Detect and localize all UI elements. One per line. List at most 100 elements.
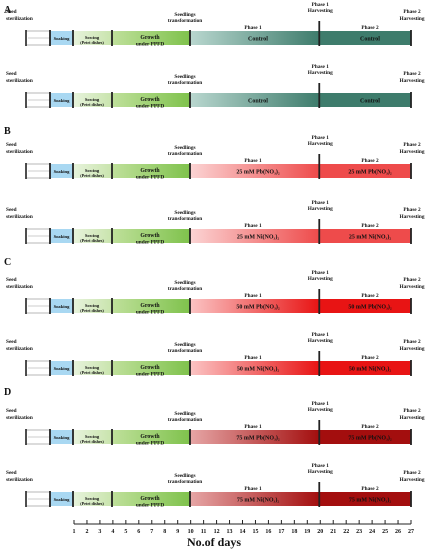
phase1-harvesting-label: Harvesting — [308, 276, 333, 282]
phase2-harvesting-label: Phase 2 — [403, 277, 421, 283]
phase2-harvesting-label: Harvesting — [399, 415, 424, 421]
growth-label: under PPFD — [136, 240, 164, 246]
sowing-bar — [73, 430, 112, 444]
phase1-label: Phase 1 — [244, 25, 262, 31]
axis-tick-label: 18 — [291, 529, 297, 535]
seed-sterilization-label: sterilization — [6, 16, 33, 22]
phase1-harvesting-label: Phase 1 — [312, 135, 330, 141]
axis-tick-label: 12 — [214, 529, 220, 535]
seed-sterilization-label: Seed — [6, 470, 17, 476]
phase2-harvesting-label: Harvesting — [399, 284, 424, 290]
sowing-bar — [73, 361, 112, 375]
axis-tick-label: 23 — [356, 529, 362, 535]
seed-sterilization-label: Seed — [6, 408, 17, 414]
transformation-label: transformation — [168, 348, 202, 354]
phase1-treatment-bar — [190, 229, 320, 243]
seed-sterilization-label: sterilization — [6, 346, 33, 352]
phase2-treatment-label: 75 mM Ni(NO₃)₂ — [349, 497, 391, 504]
phase1-treatment-bar — [190, 430, 320, 444]
phase1-treatment-label: 75 mM Pb(NO₃)₂ — [236, 435, 279, 442]
sowing-label: (Petri dishes) — [80, 173, 104, 178]
axis-tick-label: 7 — [150, 529, 153, 535]
sowing-label: Sowing — [85, 97, 100, 102]
axis-tick-label: 2 — [85, 529, 88, 535]
phase2-treatment-bar — [319, 299, 411, 313]
growth-bar — [112, 229, 190, 243]
phase2-treatment-label: Control — [360, 37, 380, 43]
phase2-harvesting-label: Phase 2 — [403, 207, 421, 213]
seed-sterilization-label: sterilization — [6, 477, 33, 483]
seed-sterilization-label: Seed — [6, 277, 17, 283]
phase2-harvesting-label: Harvesting — [399, 149, 424, 155]
sowing-label: (Petri dishes) — [80, 40, 104, 45]
phase2-label: Phase 2 — [361, 158, 379, 164]
seed-sterilization-label: sterilization — [6, 149, 33, 155]
soaking-label: Soaking — [54, 36, 71, 41]
phase1-label: Phase 1 — [244, 424, 262, 430]
phase1-treatment-label: 25 mM Ni(NO₃)₂ — [237, 234, 279, 241]
seed-sterilization-label: Seed — [6, 71, 17, 77]
soaking-label: Soaking — [54, 435, 71, 440]
growth-bar — [112, 93, 190, 107]
growth-label: under PPFD — [136, 175, 164, 181]
sowing-bar — [73, 93, 112, 107]
seed-sterilization-label: Seed — [6, 142, 17, 148]
transformation-label: Seedlings — [174, 12, 195, 18]
transformation-label: transformation — [168, 151, 202, 157]
axis-tick-label: 20 — [317, 529, 323, 535]
phase2-harvesting-label: Phase 2 — [403, 339, 421, 345]
soaking-bar — [50, 492, 73, 506]
section-b: B SeedsterilizationSeedlingstransformatio… — [4, 126, 425, 246]
transformation-label: transformation — [168, 18, 202, 24]
phase1-treatment-bar — [190, 93, 320, 107]
phase2-harvesting-label: Harvesting — [399, 16, 424, 22]
soaking-bar — [50, 299, 73, 313]
axis-tick-label: 26 — [395, 529, 401, 535]
phase2-harvesting-label: Harvesting — [399, 346, 424, 352]
soaking-bar — [50, 430, 73, 444]
sowing-label: (Petri dishes) — [80, 102, 104, 107]
axis-tick-label: 25 — [382, 529, 388, 535]
section-letter: C — [4, 257, 11, 268]
phase2-treatment-label: Control — [360, 99, 380, 105]
axis-tick-label: 5 — [124, 529, 127, 535]
phase1-label: Phase 1 — [244, 158, 262, 164]
phase1-harvesting-label: Phase 1 — [312, 200, 330, 206]
axis-tick-label: 3 — [98, 529, 101, 535]
sowing-label: Sowing — [85, 434, 100, 439]
sowing-label: Sowing — [85, 365, 100, 370]
phase2-harvesting-label: Phase 2 — [403, 9, 421, 15]
phase1-harvesting-label: Harvesting — [308, 141, 333, 147]
transformation-label: Seedlings — [174, 411, 195, 417]
soaking-label: Soaking — [54, 98, 71, 103]
seed-sterilization-label: Seed — [6, 207, 17, 213]
axis-tick-label: 11 — [201, 529, 207, 535]
phase1-treatment-label: 75 mM Ni(NO₃)₂ — [237, 497, 279, 504]
growth-label: under PPFD — [136, 104, 164, 110]
section-d: DSeedsterilizationSeedlingstransformatio… — [4, 387, 425, 509]
phase1-treatment-bar — [190, 492, 320, 506]
sowing-label: (Petri dishes) — [80, 439, 104, 444]
transformation-label: Seedlings — [174, 342, 195, 348]
phase1-label: Phase 1 — [244, 486, 262, 492]
axis-tick-label: 1 — [73, 529, 76, 535]
section-letter: B — [4, 126, 11, 137]
sowing-bar — [73, 229, 112, 243]
soaking-label: Soaking — [54, 366, 71, 371]
section-c: CSeedsterilizationSeedlingstransformatio… — [4, 257, 425, 378]
transformation-label: transformation — [168, 417, 202, 423]
sowing-label: Sowing — [85, 496, 100, 501]
growth-bar — [112, 299, 190, 313]
axis-tick-label: 19 — [304, 529, 310, 535]
day-axis: 1 2 3 4 5 6 7 8 9 10 11 12 13 14 15 16 17 18 19 20 21 22 23 24 2… — [73, 520, 414, 549]
phase1-treatment-bar — [190, 31, 320, 45]
phase2-treatment-label: 75 mM Pb(NO₃)₂ — [348, 435, 391, 442]
phase2-harvesting-label: Harvesting — [399, 78, 424, 84]
soaking-label: Soaking — [54, 169, 71, 174]
